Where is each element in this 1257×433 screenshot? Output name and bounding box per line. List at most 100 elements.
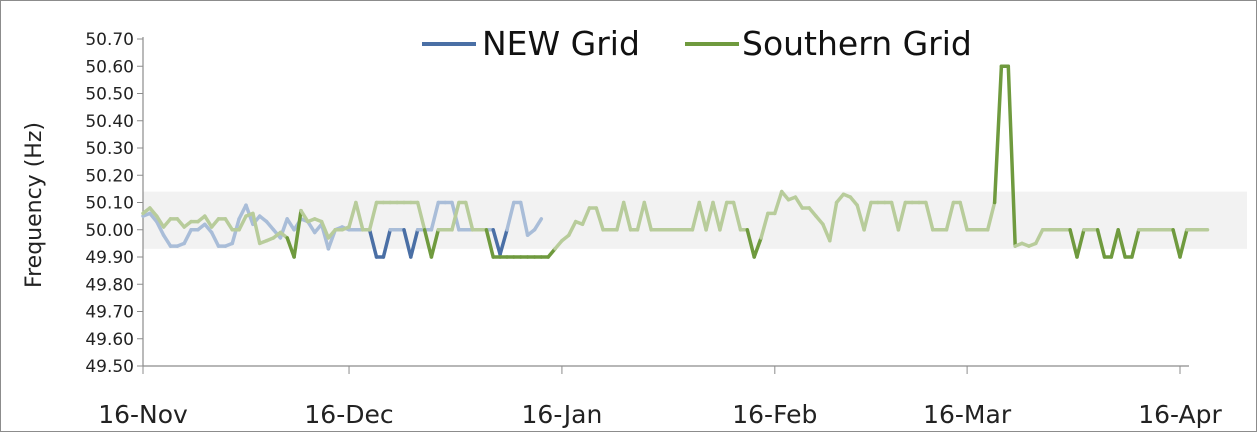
line-segment-southern-grid [1130, 228, 1141, 259]
line-segment-new-grid [264, 219, 276, 232]
line-segment-southern-grid [175, 217, 186, 229]
line-segment-southern-grid [546, 247, 557, 259]
line-segment-southern-grid [1109, 228, 1120, 259]
line-segment-southern-grid [553, 238, 564, 251]
line-segment-new-grid [505, 200, 516, 232]
line-segment-new-grid [402, 228, 413, 259]
line-segment-new-grid [209, 230, 221, 248]
line-segment-southern-grid [635, 200, 647, 232]
line-segment-southern-grid [697, 200, 708, 232]
y-tick-label: 50.60 [85, 57, 134, 77]
y-tick-label: 49.80 [85, 275, 134, 295]
line-segment-southern-grid [944, 200, 956, 232]
line-segment-southern-grid [1068, 228, 1079, 259]
line-segment-new-grid [491, 228, 502, 257]
legend: NEW Grid Southern Grid [422, 24, 972, 63]
x-tick-label: 16-Jan [522, 400, 603, 429]
line-segment-new-grid [306, 219, 317, 235]
line-segment-southern-grid [1075, 228, 1086, 259]
y-tick-label: 50.50 [85, 85, 134, 105]
y-tick-label: 50.40 [85, 112, 134, 132]
y-tick-label: 50.70 [85, 30, 134, 50]
line-segment-southern-grid [1006, 64, 1017, 248]
line-segment-southern-grid [450, 200, 461, 232]
y-tick-label: 49.60 [85, 330, 134, 350]
line-segment-southern-grid [161, 217, 173, 229]
legend-label-southern-grid: Southern Grid [742, 24, 972, 63]
line-segment-new-grid [532, 217, 544, 232]
series-new-grid [141, 200, 544, 259]
axes: 50.70 50.60 50.50 50.40 50.30 50.20 50.10 50.00… [85, 30, 1222, 429]
line-segment-southern-grid [924, 200, 935, 232]
line-segment-southern-grid [704, 200, 715, 232]
line-segment-southern-grid [855, 203, 866, 232]
y-tick-label: 50.20 [85, 166, 134, 186]
series-southern-grid [141, 64, 1210, 259]
line-segment-new-grid [237, 203, 248, 221]
line-segment-new-grid [409, 228, 420, 259]
line-segment-southern-grid [292, 208, 303, 259]
line-segment-southern-grid [594, 206, 605, 232]
line-segment-southern-grid [429, 228, 441, 259]
x-tick-label: 16-Dec [304, 400, 393, 429]
y-tick-label: 50.00 [85, 221, 134, 241]
line-segment-southern-grid [154, 214, 166, 229]
line-segment-southern-grid [354, 200, 365, 232]
line-segment-southern-grid [464, 200, 475, 232]
line-segment-southern-grid [148, 206, 159, 218]
line-segment-southern-grid [690, 200, 702, 232]
line-segment-new-grid [429, 200, 441, 232]
x-tick-label: 16-Nov [98, 400, 188, 429]
line-segment-southern-grid [347, 200, 358, 229]
x-tick-label: 16-Apr [1138, 400, 1222, 429]
line-segment-southern-grid [484, 228, 495, 259]
line-segment-new-grid [518, 200, 530, 237]
line-segment-southern-grid [326, 228, 338, 240]
line-segment-southern-grid [642, 200, 653, 232]
line-segment-southern-grid [793, 195, 805, 210]
y-tick-label: 50.10 [85, 194, 134, 214]
y-tick-label: 50.30 [85, 139, 134, 159]
line-segment-new-grid [367, 228, 379, 259]
line-segment-southern-grid [889, 200, 901, 232]
line-segment-southern-grid [807, 206, 818, 218]
line-segment-southern-grid [718, 200, 729, 232]
line-segment-southern-grid [223, 217, 235, 232]
line-segment-southern-grid [1171, 228, 1182, 259]
line-segment-southern-grid [992, 64, 1004, 205]
line-segment-southern-grid [779, 189, 791, 202]
line-segment-southern-grid [237, 214, 248, 232]
legend-label-new-grid: NEW Grid [482, 24, 640, 63]
line-segment-southern-grid [580, 206, 592, 227]
line-segment-southern-grid [985, 200, 997, 232]
line-segment-southern-grid [1178, 228, 1189, 259]
line-segment-southern-grid [299, 208, 310, 224]
line-segment-new-grid [498, 228, 509, 257]
line-segment-southern-grid [1034, 228, 1045, 246]
line-segment-southern-grid [251, 211, 262, 246]
line-segment-new-grid [148, 211, 159, 224]
line-segment-southern-grid [896, 200, 908, 232]
line-segment-southern-grid [209, 217, 221, 229]
series-lines [141, 64, 1210, 259]
line-segment-southern-grid [621, 200, 633, 232]
line-segment-southern-grid [814, 214, 825, 227]
line-segment-southern-grid [834, 192, 846, 205]
line-segment-southern-grid [848, 195, 859, 207]
line-segment-southern-grid [862, 200, 873, 232]
y-tick-label: 49.70 [85, 303, 134, 323]
line-segment-southern-grid [759, 211, 770, 240]
line-segment-southern-grid [203, 214, 214, 229]
line-segment-southern-grid [567, 219, 578, 237]
x-tick-label: 16-Feb [732, 400, 817, 429]
line-segment-southern-grid [422, 228, 434, 259]
line-segment-new-grid [182, 228, 193, 246]
line-segment-southern-grid [752, 236, 763, 259]
line-segment-southern-grid [1116, 228, 1127, 259]
line-segment-new-grid [203, 222, 214, 235]
line-segment-southern-grid [731, 200, 743, 232]
line-segment-southern-grid [415, 200, 427, 232]
line-segment-new-grid [154, 219, 166, 237]
